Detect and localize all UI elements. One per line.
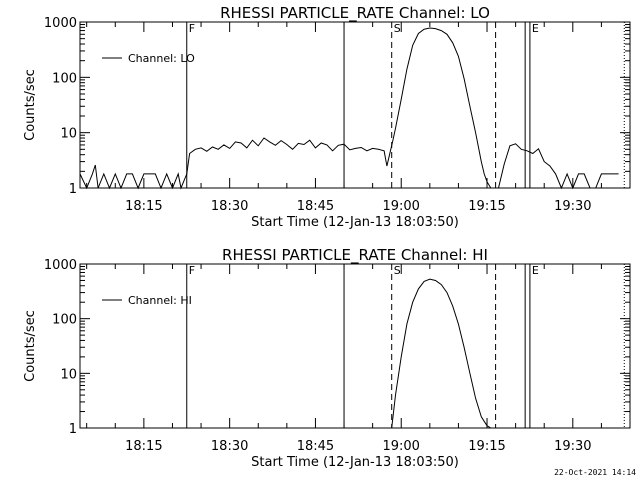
x-tick-label: 18:15 <box>125 439 162 454</box>
event-marker-label: E <box>532 22 539 35</box>
event-marker-label: F <box>189 22 195 35</box>
plot-frame <box>79 21 631 189</box>
x-tick-label: 19:15 <box>468 199 505 214</box>
footer-date: 22-Oct-2021 14:14 <box>554 468 636 477</box>
x-tick-label: 19:00 <box>382 199 419 214</box>
x-tick-label: 18:30 <box>211 199 248 214</box>
event-marker-label: F <box>189 264 195 277</box>
x-tick-label: 19:30 <box>554 439 591 454</box>
x-tick-label: 18:45 <box>297 199 334 214</box>
legend-label: Channel: LO <box>128 52 195 65</box>
y-tick-label: 1 <box>69 422 77 437</box>
x-tick-label: 18:15 <box>125 199 162 214</box>
y-tick-label: 100 <box>52 313 77 328</box>
chart-title: RHESSI PARTICLE_RATE Channel: HI <box>222 246 488 265</box>
event-marker-label: S <box>394 264 401 277</box>
x-tick-label: 19:15 <box>468 439 505 454</box>
x-axis-label: Start Time (12-Jan-13 18:03:50) <box>251 455 459 470</box>
x-tick-label: 19:30 <box>554 199 591 214</box>
series-line <box>79 27 619 190</box>
chart-title: RHESSI PARTICLE_RATE Channel: LO <box>220 4 490 23</box>
series-line <box>391 278 492 429</box>
x-axis-label: Start Time (12-Jan-13 18:03:50) <box>251 215 459 230</box>
legend-label: Channel: HI <box>128 294 192 307</box>
y-tick-label: 10 <box>60 127 77 142</box>
x-tick-label: 19:00 <box>382 439 419 454</box>
event-marker-label: S <box>394 22 401 35</box>
y-tick-label: 10 <box>60 367 77 382</box>
y-axis-label: Counts/sec <box>23 310 38 382</box>
chart-panel-1: RHESSI PARTICLE_RATE Channel: LO 1 10 100 10… <box>23 4 631 230</box>
y-tick-label: 1000 <box>44 258 77 273</box>
event-marker-label: E <box>532 264 539 277</box>
x-tick-label: 18:45 <box>297 439 334 454</box>
y-tick-label: 1 <box>69 182 77 197</box>
y-tick-label: 1000 <box>44 16 77 31</box>
y-axis-label: Counts/sec <box>23 69 38 141</box>
chart-panel-2: RHESSI PARTICLE_RATE Channel: HI 1 10 100 10… <box>23 246 631 470</box>
plot-frame <box>79 263 631 429</box>
x-tick-label: 18:30 <box>211 439 248 454</box>
y-tick-label: 100 <box>52 71 77 86</box>
